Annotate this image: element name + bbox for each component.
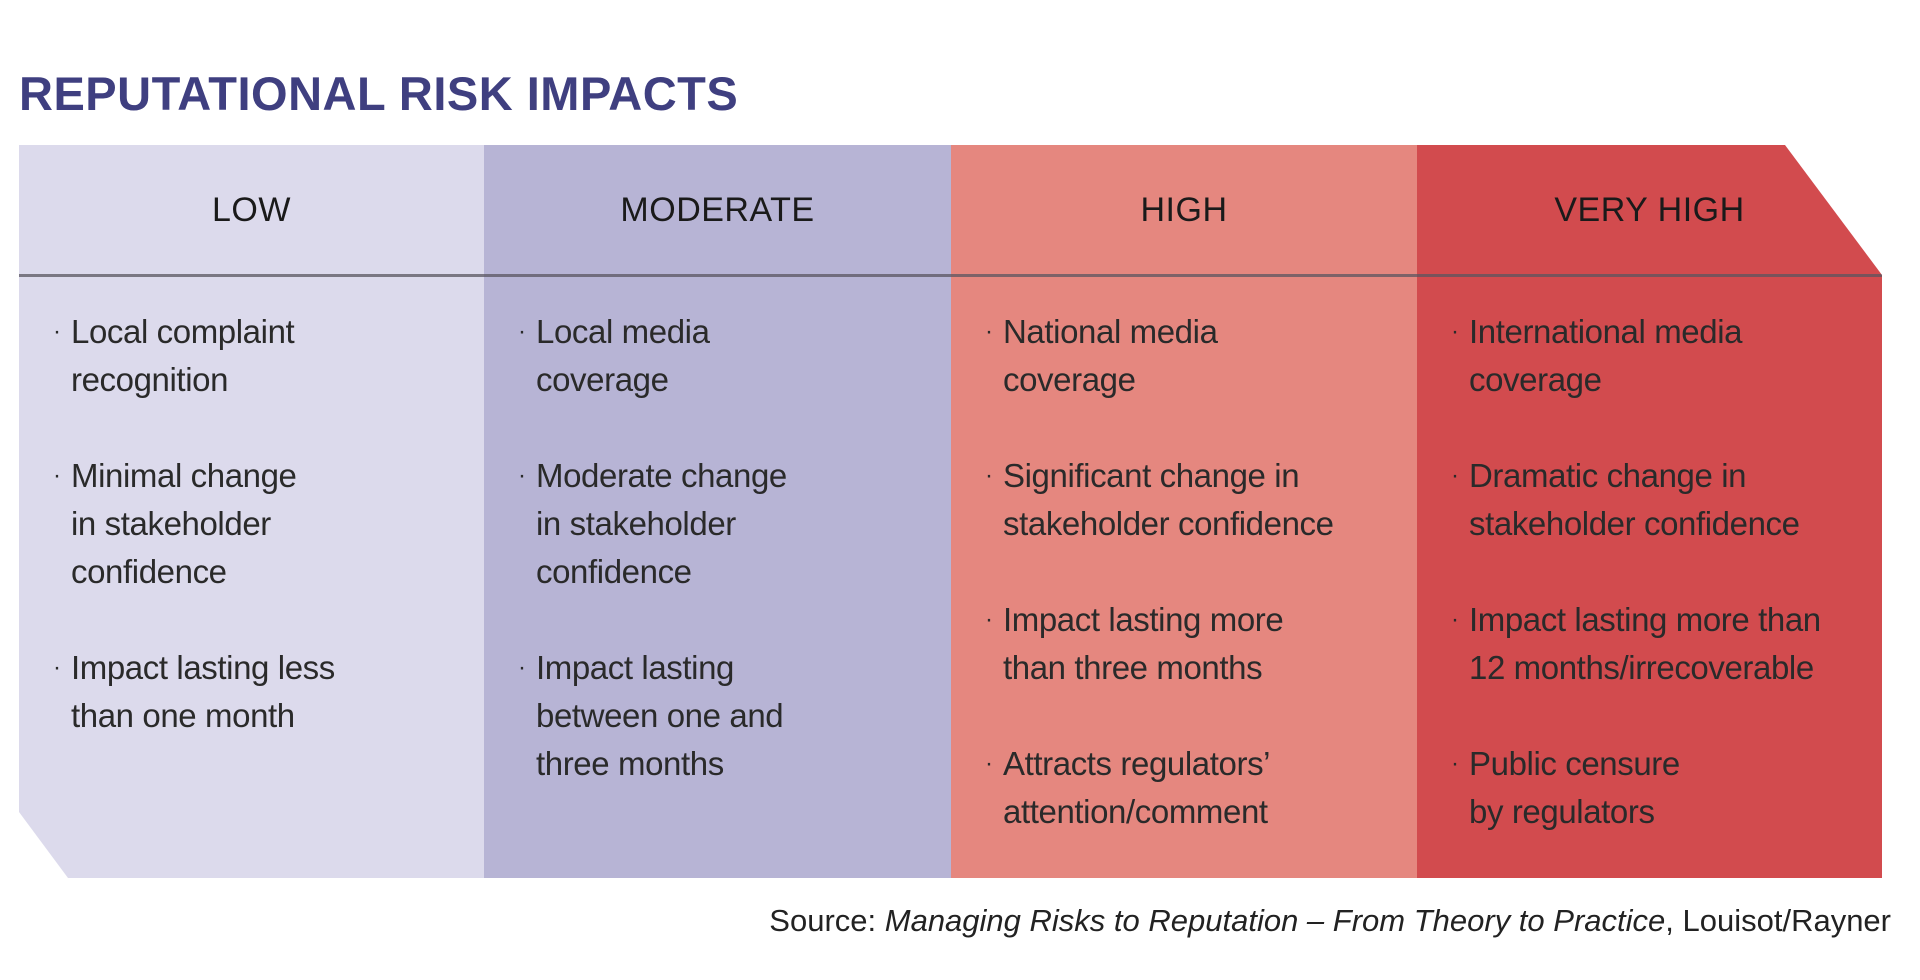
list-item: · Impact lasting between one and three mo…	[518, 644, 947, 788]
item-text: Impact lasting less than one month	[71, 649, 335, 734]
item-text: Local complaint recognition	[71, 313, 295, 398]
item-text: Significant change in stakeholder confid…	[1003, 457, 1334, 542]
item-text: Public censure by regulators	[1469, 745, 1680, 830]
column-header: LOW	[212, 190, 291, 229]
item-text: International media coverage	[1469, 313, 1743, 398]
bullet-icon: ·	[1451, 606, 1459, 633]
header-divider	[1417, 274, 1882, 277]
item-text: Local media coverage	[536, 313, 710, 398]
item-text: Minimal change in stakeholder confidence	[71, 457, 297, 590]
bullet-icon: ·	[985, 318, 993, 345]
header-divider	[951, 274, 1417, 277]
page-title: REPUTATIONAL RISK IMPACTS	[19, 67, 739, 120]
impact-list: · National media coverage · Significant cha…	[985, 308, 1413, 878]
bullet-icon: ·	[53, 462, 61, 489]
column-low: LOW · Local complaint recognition · Minimal …	[19, 145, 484, 878]
column-header: HIGH	[1140, 190, 1228, 229]
item-text: Attracts regulators’ attention/comment	[1003, 745, 1271, 830]
impact-list: · Local media coverage · Moderate change in…	[518, 308, 947, 836]
list-item: · Local complaint recognition	[53, 308, 480, 404]
bullet-icon: ·	[985, 462, 993, 489]
bullet-icon: ·	[985, 606, 993, 633]
header-divider	[484, 274, 951, 277]
source-authors: , Louisot/Rayner	[1665, 903, 1891, 938]
bullet-icon: ·	[518, 462, 526, 489]
bullet-icon: ·	[985, 750, 993, 777]
bullet-icon: ·	[1451, 462, 1459, 489]
list-item: · Impact lasting less than one month	[53, 644, 480, 740]
bullet-icon: ·	[1451, 750, 1459, 777]
impact-list: · Local complaint recognition · Minimal cha…	[53, 308, 480, 788]
bullet-icon: ·	[518, 318, 526, 345]
list-item: · Local media coverage	[518, 308, 947, 404]
column-high: HIGH · National media coverage · Significant…	[951, 145, 1417, 878]
list-item: · Significant change in stakeholder confi…	[985, 452, 1413, 548]
list-item: · Moderate change in stakeholder confiden…	[518, 452, 947, 596]
item-text: Impact lasting more than three months	[1003, 601, 1284, 686]
header-divider	[19, 274, 484, 277]
source-work: Managing Risks to Reputation – From Theo…	[884, 903, 1666, 938]
list-item: · Impact lasting more than 12 months/irre…	[1451, 596, 1878, 692]
list-item: · Impact lasting more than three months	[985, 596, 1413, 692]
item-text: Moderate change in stakeholder confidenc…	[536, 457, 787, 590]
source-citation: Source: Managing Risks to Reputation – F…	[769, 903, 1891, 939]
column-header: VERY HIGH	[1554, 190, 1745, 229]
bullet-icon: ·	[518, 654, 526, 681]
bullet-icon: ·	[53, 318, 61, 345]
list-item: · National media coverage	[985, 308, 1413, 404]
item-text: Impact lasting between one and three mon…	[536, 649, 784, 782]
column-header: MODERATE	[620, 190, 815, 229]
item-text: National media coverage	[1003, 313, 1218, 398]
list-item: · Public censure by regulators	[1451, 740, 1878, 836]
bullet-icon: ·	[53, 654, 61, 681]
risk-impact-table: LOW · Local complaint recognition · Minimal …	[19, 145, 1882, 878]
item-text: Impact lasting more than 12 months/irrec…	[1469, 601, 1821, 686]
bullet-icon: ·	[1451, 318, 1459, 345]
list-item: · International media coverage	[1451, 308, 1878, 404]
list-item: · Minimal change in stakeholder confidenc…	[53, 452, 480, 596]
column-moderate: MODERATE · Local media coverage · Moderate c…	[484, 145, 951, 878]
impact-list: · International media coverage · Dramatic c…	[1451, 308, 1878, 878]
source-prefix: Source:	[769, 903, 885, 938]
column-very-high: VERY HIGH · International media coverage · D…	[1417, 145, 1882, 878]
list-item: · Attracts regulators’ attention/comment	[985, 740, 1413, 836]
list-item: · Dramatic change in stakeholder confiden…	[1451, 452, 1878, 548]
item-text: Dramatic change in stakeholder confidenc…	[1469, 457, 1800, 542]
